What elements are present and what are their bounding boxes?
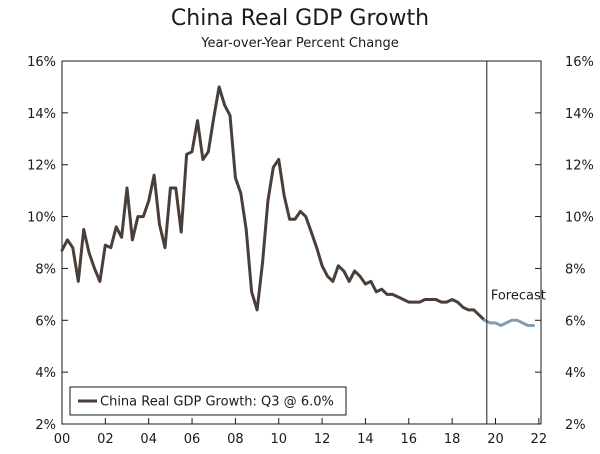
y-tick-label-right: 2% xyxy=(565,418,586,433)
gdp-growth-series-line xyxy=(60,85,487,322)
forecast-label: Forecast xyxy=(491,288,546,303)
plot-frame xyxy=(61,60,542,425)
x-tick-label: 20 xyxy=(487,432,504,447)
y-tick-label-right: 16% xyxy=(565,55,594,70)
y-tick-label-right: 6% xyxy=(565,314,586,329)
forecast-series-line xyxy=(483,318,535,327)
legend-label: China Real GDP Growth: Q3 @ 6.0% xyxy=(100,395,334,410)
x-tick-label: 04 xyxy=(140,432,157,447)
y-tick-label-left: 12% xyxy=(27,159,56,174)
chart-title: China Real GDP Growth xyxy=(170,6,430,31)
x-tick-label: 14 xyxy=(357,432,374,447)
y-tick-label-right: 4% xyxy=(565,366,586,381)
x-tick-label: 16 xyxy=(401,432,418,447)
x-tick-label: 02 xyxy=(97,432,114,447)
y-tick-label-left: 10% xyxy=(27,211,56,226)
y-tick-label-left: 4% xyxy=(35,366,56,381)
x-tick-label: 10 xyxy=(270,432,287,447)
y-tick-label-right: 8% xyxy=(565,262,586,277)
x-tick-label: 00 xyxy=(54,432,71,447)
x-tick-label: 22 xyxy=(531,432,548,447)
x-tick-label: 08 xyxy=(227,432,244,447)
y-tick-label-left: 6% xyxy=(35,314,56,329)
legend: China Real GDP Growth: Q3 @ 6.0% xyxy=(69,386,347,416)
y-tick-label-right: 14% xyxy=(565,107,594,122)
y-tick-label-right: 12% xyxy=(565,159,594,174)
x-tick-label: 18 xyxy=(444,432,461,447)
y-tick-label-right: 10% xyxy=(565,211,594,226)
y-tick-label-left: 2% xyxy=(35,418,56,433)
legend-box xyxy=(69,386,347,416)
y-tick-label-left: 14% xyxy=(27,107,56,122)
y-tick-label-left: 8% xyxy=(35,262,56,277)
x-tick-label: 12 xyxy=(314,432,331,447)
x-tick-label: 06 xyxy=(184,432,201,447)
y-tick-label-left: 16% xyxy=(27,55,56,70)
chart-subtitle: Year-over-Year Percent Change xyxy=(201,36,399,51)
